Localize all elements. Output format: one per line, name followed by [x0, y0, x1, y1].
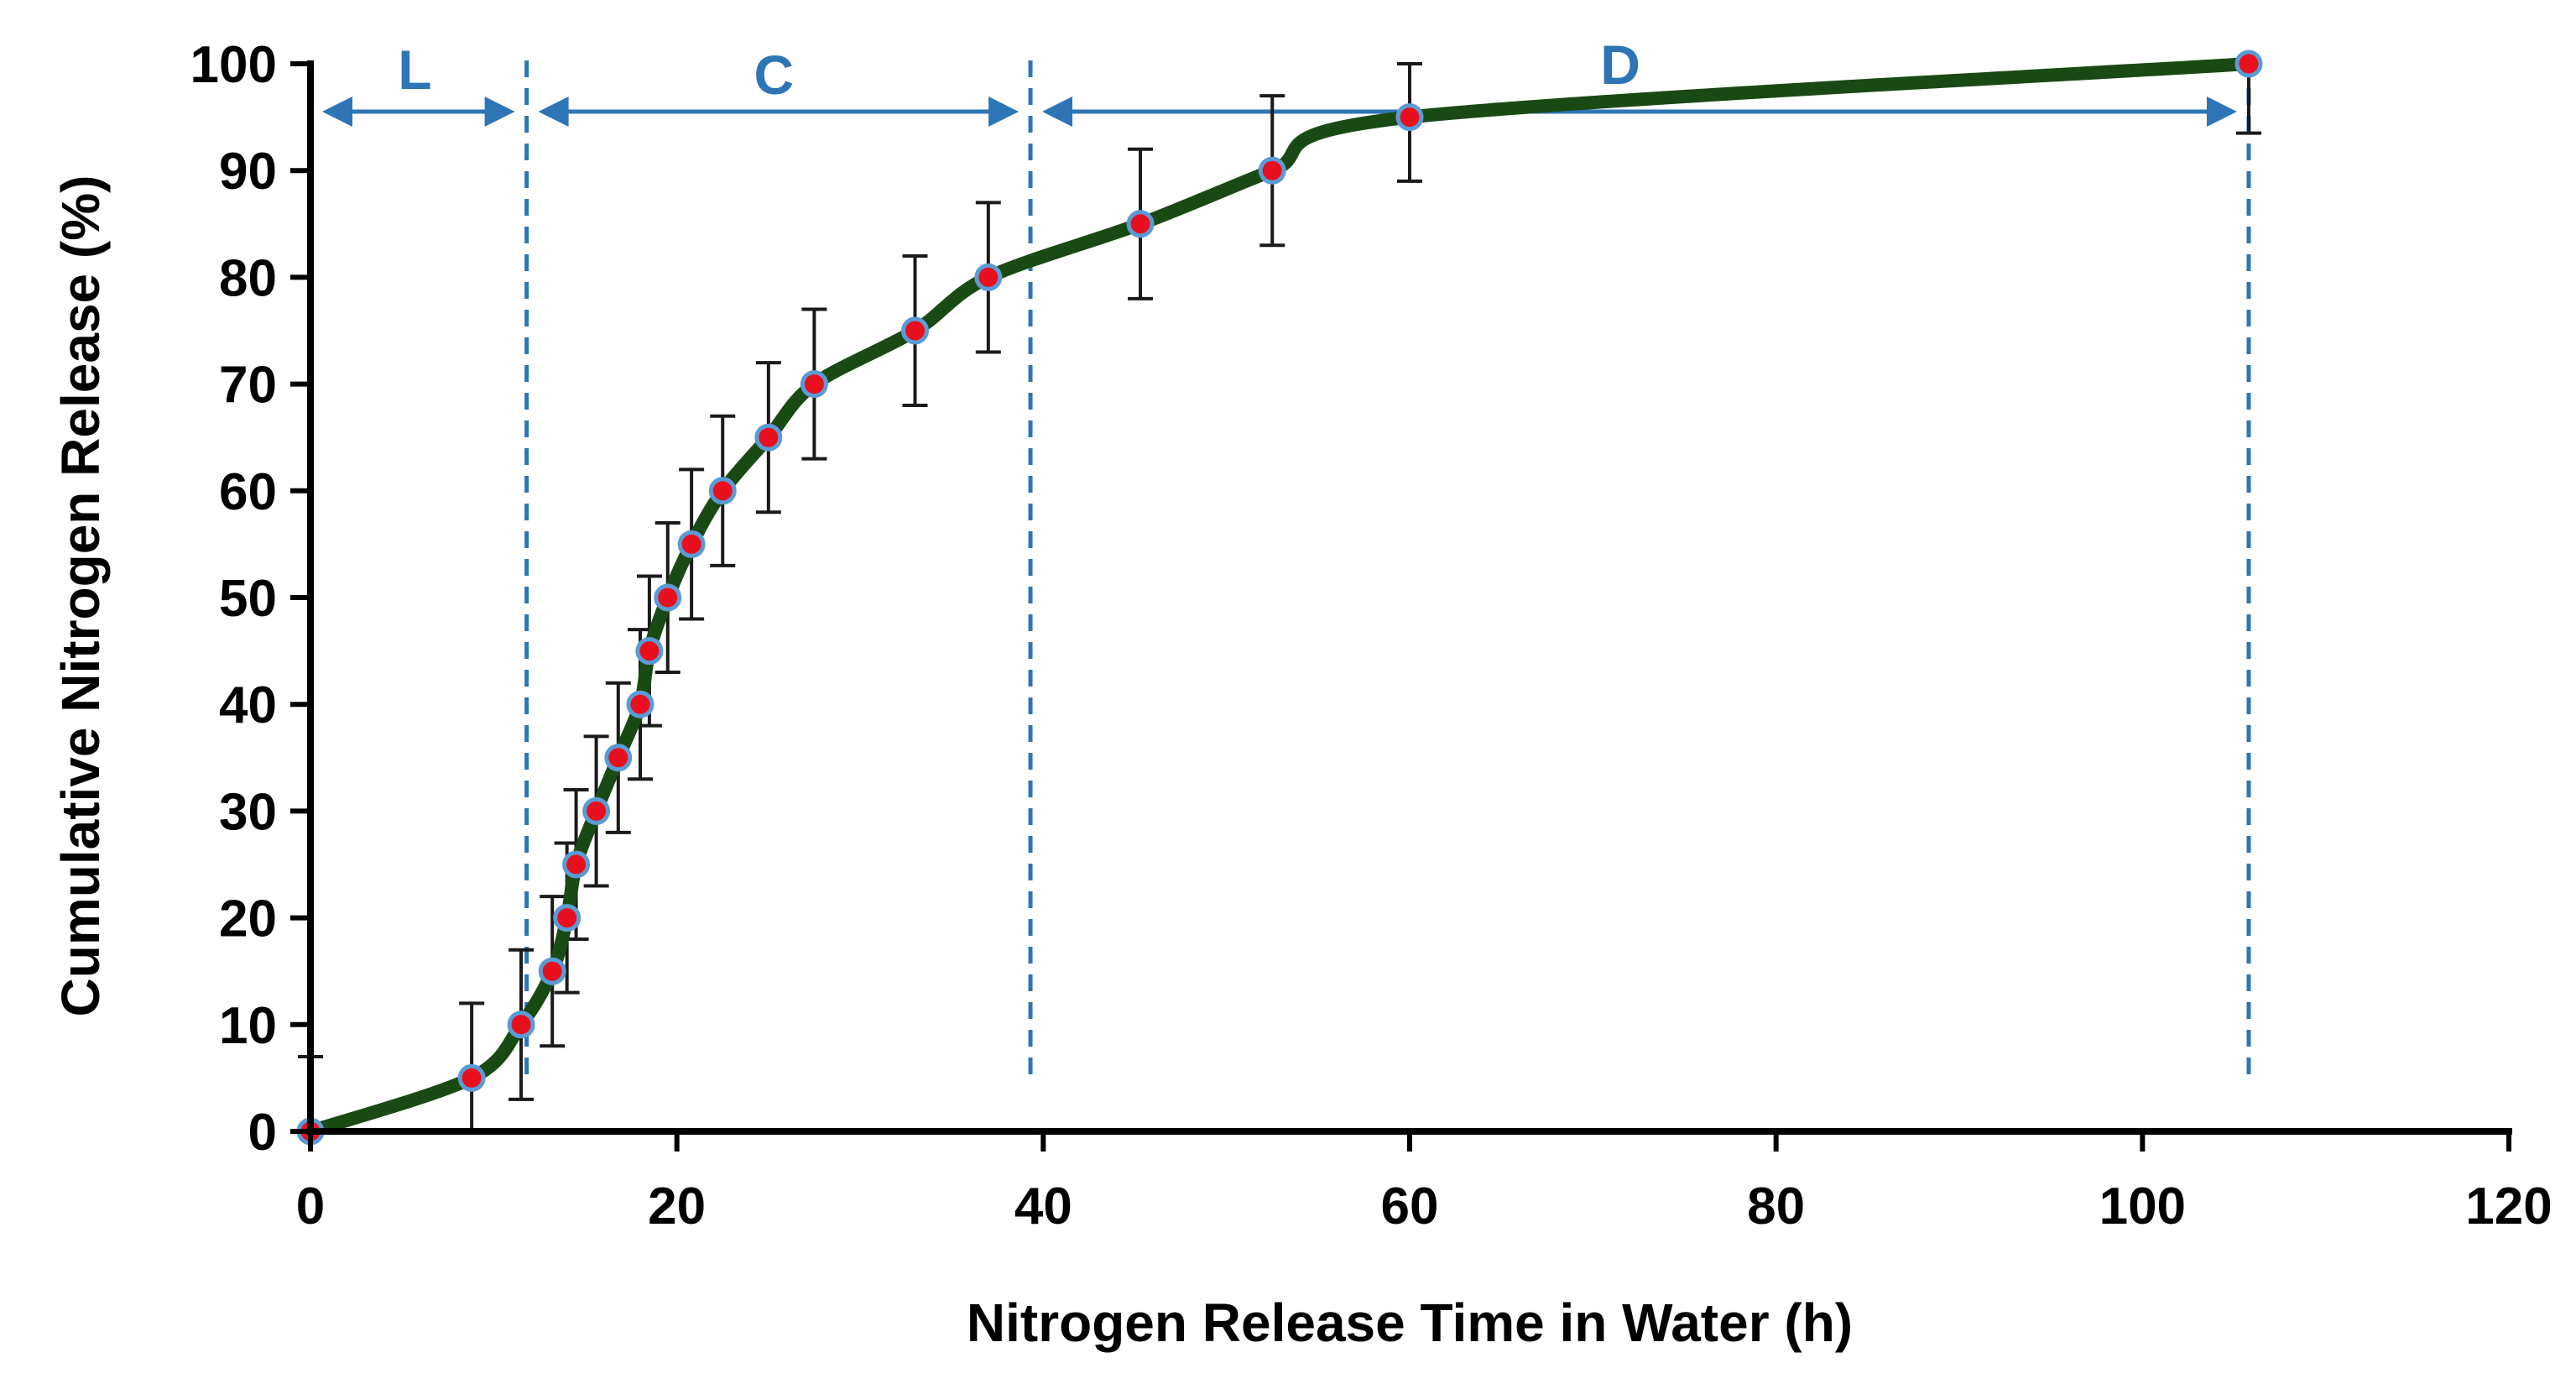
phase-arrow-head-right: [988, 97, 1019, 127]
phase-label-c: C: [754, 44, 795, 106]
y-tick-label: 70: [219, 357, 277, 415]
phase-arrow-head-left: [538, 97, 569, 127]
y-tick-label: 80: [219, 249, 277, 307]
y-tick-label: 90: [219, 143, 277, 201]
data-points: [296, 50, 2263, 1146]
y-tick-label: 20: [219, 890, 277, 948]
data-point: [654, 583, 682, 612]
data-point: [901, 316, 929, 345]
series-line-group: [304, 57, 2255, 1138]
phase-arrow-head-right: [2206, 97, 2237, 127]
data-point: [626, 690, 654, 718]
data-point: [2234, 50, 2263, 78]
data-point: [604, 744, 633, 772]
y-tick-label: 60: [219, 463, 277, 521]
y-tick-label: 10: [219, 997, 277, 1055]
data-point: [553, 904, 581, 932]
phase-boundaries: [524, 60, 2251, 1083]
data-point: [1258, 156, 1286, 185]
y-tick-label: 50: [219, 570, 277, 628]
x-tick-label: 0: [296, 1178, 325, 1235]
x-tick-label: 80: [1747, 1178, 1805, 1235]
data-point: [507, 1011, 535, 1039]
axis-ticks: 0 10 20 30 40 50 60 70 80 90 100 0 20 40 60 80 100 120: [190, 36, 2553, 1235]
error-bars: [298, 62, 2261, 1131]
x-tick-label: 20: [648, 1178, 706, 1235]
y-tick-label: 30: [219, 783, 277, 841]
x-tick-label: 120: [2465, 1178, 2552, 1235]
data-point: [562, 850, 591, 879]
data-point: [457, 1063, 486, 1092]
data-point: [635, 637, 664, 666]
x-tick-label: 100: [2099, 1178, 2186, 1235]
x-tick-label: 60: [1381, 1178, 1439, 1235]
data-point: [800, 370, 828, 399]
phase-label-d: D: [1600, 34, 1640, 96]
phase-arrow-head-right: [484, 97, 515, 127]
y-tick-label: 100: [190, 36, 277, 94]
phase-arrow-head-left: [322, 97, 352, 127]
data-point: [1126, 210, 1155, 238]
series-line: [304, 57, 2255, 1138]
axes: [307, 60, 2512, 1135]
y-axis-title: Cumulative Nitrogen Release (%): [50, 175, 111, 1017]
data-point: [582, 796, 611, 825]
y-tick-label: 40: [219, 676, 277, 734]
data-point: [1395, 103, 1424, 132]
x-axis-title: Nitrogen Release Time in Water (h): [967, 1293, 1853, 1353]
x-tick-label: 40: [1014, 1178, 1072, 1235]
data-point: [538, 957, 566, 985]
data-point: [974, 263, 1003, 291]
phase-arrow-head-left: [1042, 97, 1073, 127]
data-point: [708, 477, 737, 505]
phase-label-l: L: [398, 39, 431, 101]
y-tick-label: 0: [248, 1104, 277, 1162]
data-point: [677, 530, 706, 558]
data-point: [754, 423, 783, 452]
